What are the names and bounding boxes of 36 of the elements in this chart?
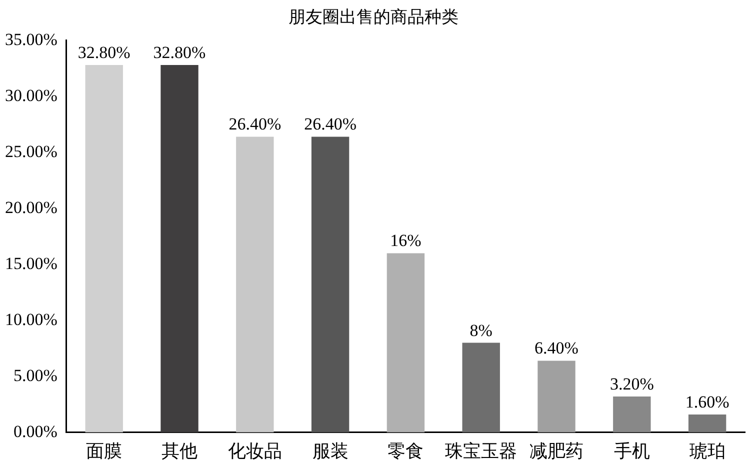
bar <box>462 342 500 432</box>
y-tick-label: 10.00% <box>4 310 58 329</box>
data-label: 32.80% <box>78 43 130 62</box>
x-tick-label: 其他 <box>162 440 198 461</box>
x-tick-label: 减肥药 <box>530 440 584 461</box>
data-label: 32.80% <box>153 43 206 62</box>
y-tick-label: 25.00% <box>4 142 58 161</box>
x-tick-label: 化妆品 <box>228 440 282 461</box>
bar <box>688 414 726 432</box>
x-tick-label: 珠宝玉器 <box>445 440 518 461</box>
data-label: 8% <box>470 320 492 340</box>
y-tick-label: 30.00% <box>4 86 58 105</box>
y-tick-label: 35.00% <box>4 30 58 49</box>
bar <box>613 396 651 432</box>
data-label: 3.20% <box>610 374 654 394</box>
bar <box>386 253 425 432</box>
data-label: 26.40% <box>228 114 282 134</box>
y-tick-label: 0.00% <box>13 422 58 441</box>
chart-title: 朋友圈出售的商品种类 <box>288 8 458 27</box>
y-tick-label: 5.00% <box>13 366 58 385</box>
data-label: 1.60% <box>685 392 730 412</box>
x-tick-label: 零食 <box>388 440 424 461</box>
x-tick-label: 琥珀 <box>689 440 726 461</box>
bar <box>85 65 123 432</box>
data-label: 26.40% <box>304 114 357 134</box>
y-tick-label: 20.00% <box>4 198 58 217</box>
bar <box>538 360 576 432</box>
x-tick-label: 面膜 <box>86 440 122 461</box>
data-label: 16% <box>390 231 422 250</box>
y-tick-label: 15.00% <box>4 254 58 273</box>
bar <box>311 136 350 432</box>
x-tick-label: 服装 <box>312 440 348 461</box>
data-label: 6.40% <box>534 338 578 358</box>
x-tick-label: 手机 <box>614 440 650 461</box>
bar <box>236 136 274 432</box>
bar <box>160 65 198 432</box>
